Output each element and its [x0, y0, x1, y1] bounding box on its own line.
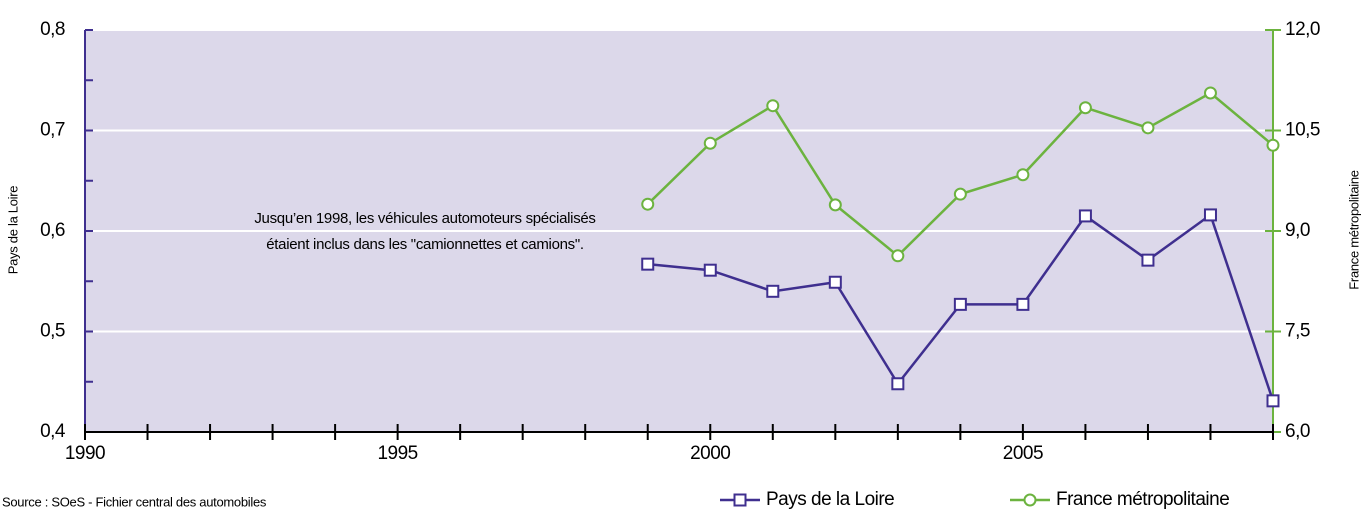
x-tick-label: 1990: [65, 443, 105, 464]
legend-marker: [1023, 493, 1037, 507]
marker: [828, 198, 842, 212]
marker: [828, 275, 842, 289]
y2-tick-label: 6,0: [1285, 421, 1310, 442]
marker: [891, 377, 905, 391]
marker: [1203, 208, 1217, 222]
marker: [1141, 121, 1155, 135]
x-tick-label: 1995: [377, 443, 417, 464]
y-tick-label: 0,5: [40, 321, 65, 342]
y2-tick-label: 10,5: [1285, 120, 1320, 141]
y-tick-label: 0,7: [40, 120, 65, 141]
y-tick-label: 0,6: [40, 220, 65, 241]
marker: [641, 257, 655, 271]
marker: [641, 197, 655, 211]
annotation: étaient inclus dans les "camionnettes et…: [266, 236, 584, 253]
marker: [703, 263, 717, 277]
y-tick-label: 0,8: [40, 19, 65, 40]
marker: [1203, 86, 1217, 100]
marker: [1266, 394, 1280, 408]
y-axis-title: Pays de la Loire: [5, 186, 20, 274]
marker: [953, 187, 967, 201]
marker: [1141, 253, 1155, 267]
marker: [766, 284, 780, 298]
annotation: Jusqu’en 1998, les véhicules automoteurs…: [254, 210, 595, 227]
legend-label: France métropolitaine: [1056, 489, 1229, 510]
marker: [1078, 209, 1092, 223]
y-tick-label: 0,4: [40, 421, 66, 442]
y2-tick-label: 9,0: [1285, 220, 1310, 241]
marker: [891, 249, 905, 263]
marker: [766, 99, 780, 113]
marker: [953, 297, 967, 311]
y2-tick-label: 7,5: [1285, 321, 1310, 342]
marker: [1266, 138, 1280, 152]
source: Source : SOeS - Fichier central des auto…: [2, 494, 267, 509]
y2-tick-label: 12,0: [1285, 19, 1320, 40]
x-tick-label: 2005: [1003, 443, 1043, 464]
legend-label: Pays de la Loire: [766, 489, 894, 510]
x-tick-label: 2000: [690, 443, 730, 464]
y2-axis-title: France métropolitaine: [1346, 170, 1361, 289]
marker: [1016, 168, 1030, 182]
marker: [703, 136, 717, 150]
marker: [1016, 297, 1030, 311]
legend-marker: [733, 493, 747, 507]
marker: [1078, 101, 1092, 115]
